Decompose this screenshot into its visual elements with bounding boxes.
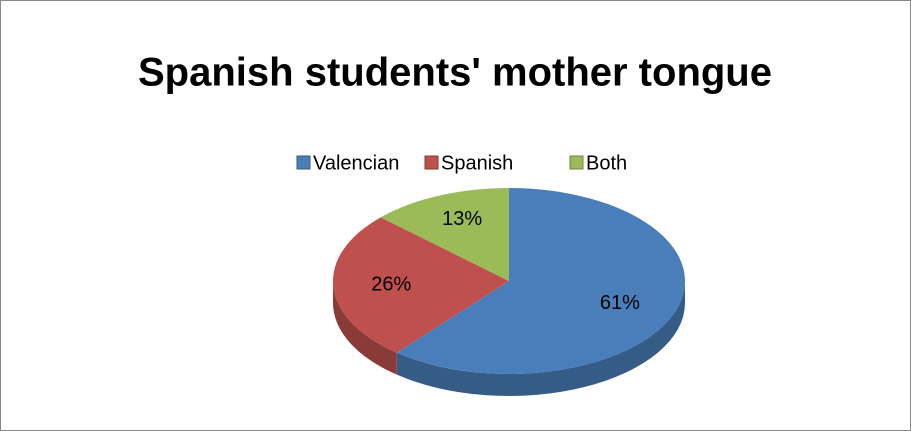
data-label: 61%	[600, 292, 640, 314]
legend-swatch	[569, 155, 584, 170]
chart-title: Spanish students' mother tongue	[138, 51, 772, 95]
legend-label: Both	[586, 152, 627, 174]
legend-label: Valencian	[313, 152, 399, 174]
legend-label: Spanish	[441, 152, 513, 174]
legend-swatch	[424, 155, 439, 170]
slice	[380, 188, 509, 281]
data-label: 26%	[371, 273, 411, 295]
legend-swatch	[296, 155, 311, 170]
slice-side	[396, 281, 685, 396]
slice-side	[333, 281, 397, 375]
slice	[396, 188, 686, 375]
slice	[333, 217, 509, 353]
data-label: 13%	[442, 208, 482, 230]
